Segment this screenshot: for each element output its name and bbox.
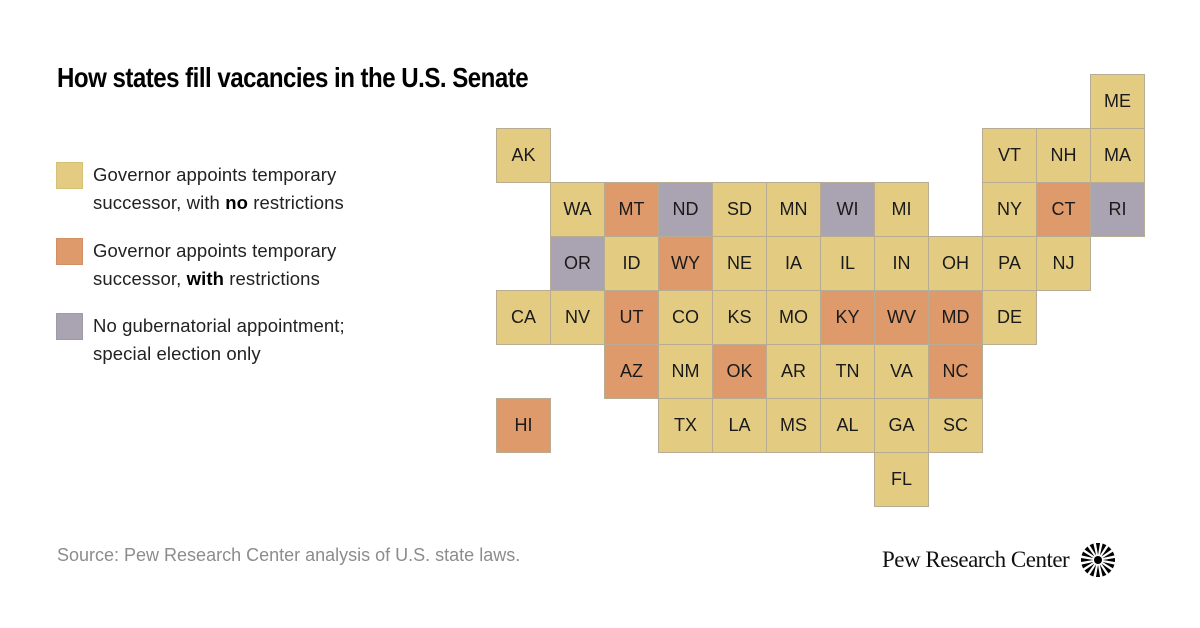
state-tile-nc: NC: [928, 344, 983, 399]
state-tile-tn: TN: [820, 344, 875, 399]
state-tile-ct: CT: [1036, 182, 1091, 237]
state-tile-wa: WA: [550, 182, 605, 237]
state-tile-ma: MA: [1090, 128, 1145, 183]
state-tile-sc: SC: [928, 398, 983, 453]
state-tile-ga: GA: [874, 398, 929, 453]
legend-item-with-restrictions: Governor appoints temporary successor, w…: [56, 238, 336, 293]
source-note: Source: Pew Research Center analysis of …: [57, 545, 521, 565]
state-tile-mi: MI: [874, 182, 929, 237]
state-tile-ny: NY: [982, 182, 1037, 237]
sunburst-logo-icon: [1081, 543, 1116, 577]
state-tile-al: AL: [820, 398, 875, 453]
state-tile-co: CO: [658, 290, 713, 345]
state-tile-vt: VT: [982, 128, 1037, 183]
legend-line: No gubernatorial appointment;: [93, 315, 345, 336]
state-tile-nv: NV: [550, 290, 605, 345]
legend-item-no-restrictions: Governor appoints temporary successor, w…: [56, 162, 344, 217]
legend-item-special-election: No gubernatorial appointment; special el…: [56, 313, 345, 368]
state-tile-ks: KS: [712, 290, 767, 345]
state-tile-wi: WI: [820, 182, 875, 237]
state-tile-pa: PA: [982, 236, 1037, 291]
logo-text: Pew Research Center: [882, 547, 1070, 572]
state-tile-ca: CA: [496, 290, 551, 345]
state-tile-il: IL: [820, 236, 875, 291]
state-tile-or: OR: [550, 236, 605, 291]
state-tile-sd: SD: [712, 182, 767, 237]
state-tile-mo: MO: [766, 290, 821, 345]
state-tile-de: DE: [982, 290, 1037, 345]
state-tile-fl: FL: [874, 452, 929, 507]
state-tile-nd: ND: [658, 182, 713, 237]
state-tile-oh: OH: [928, 236, 983, 291]
state-tile-ak: AK: [496, 128, 551, 183]
state-tile-ut: UT: [604, 290, 659, 345]
state-tile-mn: MN: [766, 182, 821, 237]
legend-swatch: [56, 313, 83, 340]
legend-line: Governor appoints temporary: [93, 164, 337, 185]
state-tile-ri: RI: [1090, 182, 1145, 237]
state-tile-ok: OK: [712, 344, 767, 399]
legend-swatch: [56, 162, 83, 189]
state-tile-me: ME: [1090, 74, 1145, 129]
state-tile-nh: NH: [1036, 128, 1091, 183]
state-tile-nm: NM: [658, 344, 713, 399]
state-tile-wv: WV: [874, 290, 929, 345]
state-tile-ia: IA: [766, 236, 821, 291]
state-tile-va: VA: [874, 344, 929, 399]
state-tile-in: IN: [874, 236, 929, 291]
state-tile-id: ID: [604, 236, 659, 291]
state-tile-ne: NE: [712, 236, 767, 291]
state-tile-hi: HI: [496, 398, 551, 453]
state-tile-tx: TX: [658, 398, 713, 453]
state-tile-ar: AR: [766, 344, 821, 399]
state-tile-nj: NJ: [1036, 236, 1091, 291]
legend-line: Governor appoints temporary: [93, 240, 337, 261]
state-tile-az: AZ: [604, 344, 659, 399]
state-tile-la: LA: [712, 398, 767, 453]
legend-swatch: [56, 238, 83, 265]
pew-logo: Pew Research Center: [882, 541, 1117, 579]
state-tile-mt: MT: [604, 182, 659, 237]
chart-title: How states fill vacancies in the U.S. Se…: [57, 62, 529, 93]
state-tile-md: MD: [928, 290, 983, 345]
state-tile-wy: WY: [658, 236, 713, 291]
state-tile-ky: KY: [820, 290, 875, 345]
state-tile-ms: MS: [766, 398, 821, 453]
